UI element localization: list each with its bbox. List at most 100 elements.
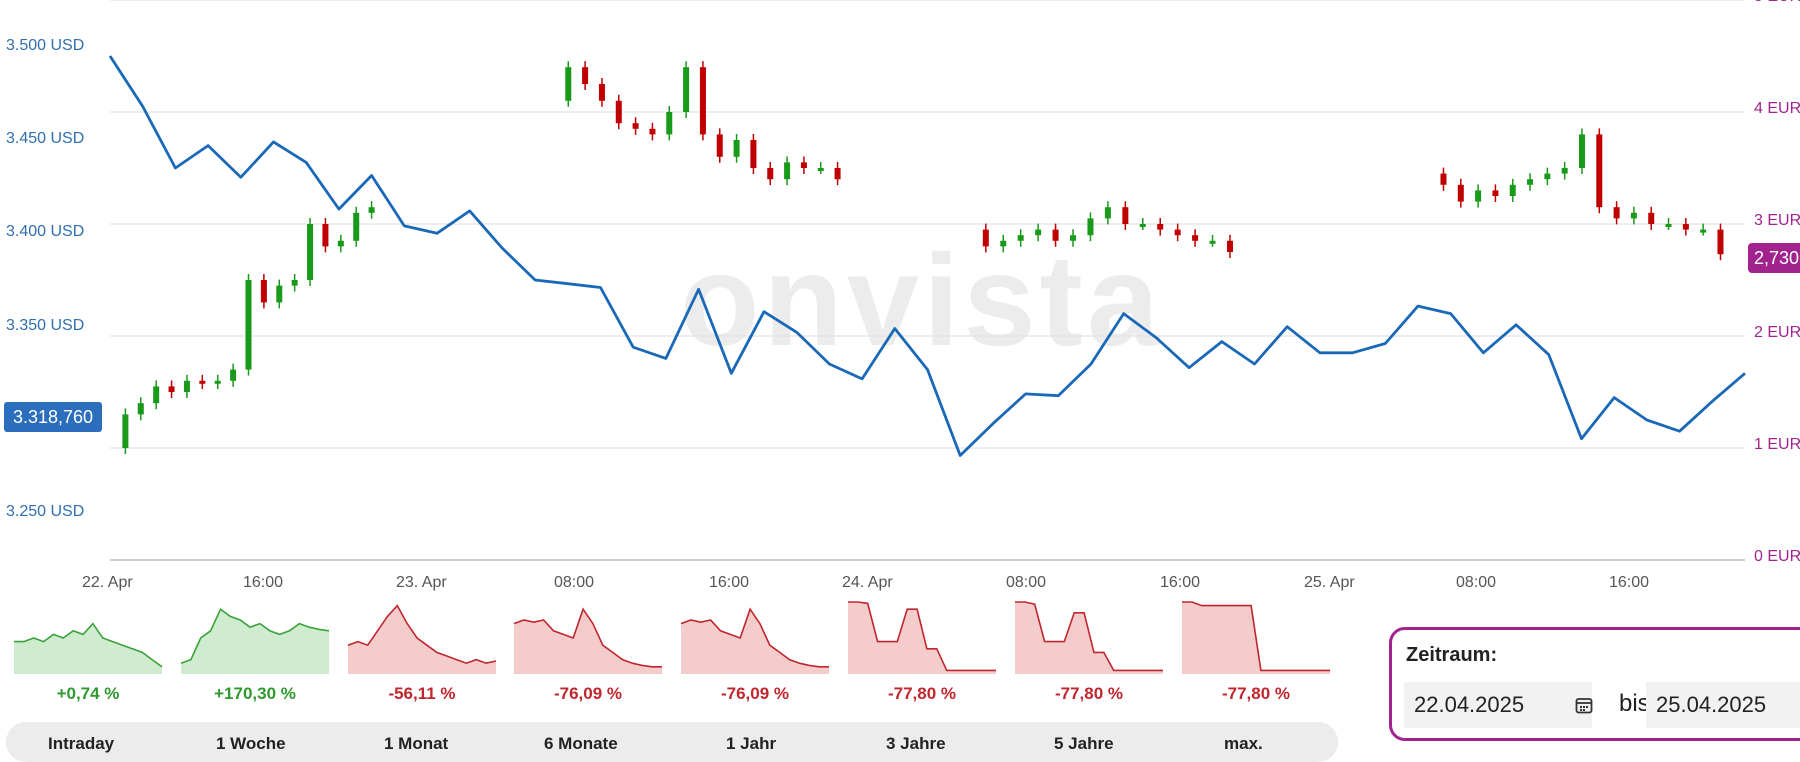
candle-body <box>1648 212 1655 224</box>
date-range-panel: Zeitraum: bis <box>1389 627 1800 741</box>
candle-body <box>1492 190 1499 196</box>
candle-body <box>1226 240 1233 252</box>
y-axis-left-label: 3.350 USD <box>6 316 85 334</box>
candle-body <box>1087 218 1094 236</box>
candle-body <box>1035 229 1042 236</box>
range-button[interactable]: Intraday <box>48 734 115 753</box>
candle-body <box>834 168 841 180</box>
sparkline-area <box>514 609 662 674</box>
sparkline-line <box>347 604 497 665</box>
range-sparkline[interactable]: -77,80 % <box>1013 600 1165 704</box>
candle-body <box>168 386 175 392</box>
range-sparkline[interactable]: -76,09 % <box>512 600 664 704</box>
candle-body <box>1174 229 1181 236</box>
x-axis-label: 16:00 <box>1609 574 1650 591</box>
candle-body <box>122 414 129 448</box>
candle-body <box>699 67 706 135</box>
candle-body <box>683 67 690 112</box>
bis-label: bis <box>1619 690 1650 717</box>
candle-body <box>337 240 344 247</box>
date-from-input[interactable] <box>1404 682 1592 728</box>
candle-body <box>1613 207 1620 219</box>
candle-body <box>1070 235 1077 241</box>
range-button[interactable]: 6 Monate <box>544 734 618 753</box>
candle-body <box>716 134 723 157</box>
candle-body <box>214 380 221 384</box>
x-axis-label: 08:00 <box>554 574 595 591</box>
sparkline-change-label: -77,80 % <box>1221 684 1291 703</box>
candle-body <box>153 386 160 404</box>
y-axis-right-label: 0 EUR <box>1754 548 1800 565</box>
candle-body <box>1578 134 1585 168</box>
candle-body <box>784 162 791 180</box>
eur-last-price-badge: 2,730 <box>1748 243 1800 273</box>
candle-body <box>733 140 740 157</box>
range-button[interactable]: max. <box>1224 734 1263 753</box>
candle-body <box>307 224 314 280</box>
range-sparkline[interactable]: +0,74 % <box>12 600 164 704</box>
range-sparkline[interactable]: -77,80 % <box>1180 600 1332 704</box>
candle-body <box>1665 224 1672 227</box>
range-selector: Intraday 1 Woche 1 Monat 6 Monate 1 Jahr 3 Ja… <box>6 722 1338 762</box>
candle-body <box>1192 235 1199 241</box>
candle-body <box>137 403 144 415</box>
sparkline-change-label: -76,09 % <box>553 684 623 703</box>
sparkline-area <box>848 602 996 674</box>
sparkline-area <box>181 609 329 674</box>
y-axis-right-label: 5 EUR <box>1754 0 1800 6</box>
sparkline-area <box>681 609 829 674</box>
sparkline-line <box>14 622 163 668</box>
candle-body <box>1104 207 1111 219</box>
y-axis-left-label: 3.400 USD <box>6 223 85 241</box>
sparkline-change-label: -77,80 % <box>887 684 957 703</box>
range-button[interactable]: 3 Jahre <box>886 734 946 753</box>
y-axis-right-label: 3 EUR <box>1754 212 1800 229</box>
range-button[interactable]: 5 Jahre <box>1054 734 1114 753</box>
sparkline-line <box>513 607 662 668</box>
candle-body <box>1544 173 1551 180</box>
candle-body <box>582 67 589 84</box>
candle-body <box>353 212 360 241</box>
candle-body <box>1052 229 1059 241</box>
calendar-icon[interactable] <box>1575 696 1593 714</box>
candle-body <box>1630 212 1637 219</box>
candle-body <box>1440 173 1447 185</box>
range-sparkline[interactable]: -76,09 % <box>679 600 831 704</box>
candle-body <box>245 280 252 370</box>
candle-body <box>632 123 639 129</box>
candle-body <box>1475 190 1482 202</box>
sparkline-line <box>1182 601 1330 672</box>
date-range-title: Zeitraum: <box>1406 644 1498 666</box>
candle-body <box>291 280 298 286</box>
candle-body <box>1209 240 1216 244</box>
range-sparkline[interactable]: -56,11 % <box>346 600 498 704</box>
candle-body <box>615 100 622 124</box>
y-axis-right-label: 4 EUR <box>1754 100 1800 117</box>
x-axis-label: 24. Apr <box>842 574 893 591</box>
sparkline-line <box>1015 601 1163 672</box>
candle-body <box>982 229 989 247</box>
candle-body <box>322 224 329 247</box>
y-axis-left-label: 3.250 USD <box>6 503 85 521</box>
x-axis-label: 08:00 <box>1456 574 1497 591</box>
candle-body <box>199 380 206 384</box>
sparkline-change-label: -76,09 % <box>720 684 790 703</box>
range-button[interactable]: 1 Jahr <box>726 734 777 753</box>
x-axis-label: 08:00 <box>1006 574 1047 591</box>
candle-body <box>1596 134 1603 208</box>
candle-body <box>1457 184 1464 202</box>
candle-body <box>649 128 656 135</box>
sparkline-line <box>680 607 829 668</box>
usd-price-line <box>108 55 1746 457</box>
range-button[interactable]: 1 Woche <box>216 734 286 753</box>
candle-body <box>598 84 605 101</box>
range-sparkline[interactable]: -77,80 % <box>846 600 998 704</box>
y-axis-left-label: 3.450 USD <box>6 130 85 147</box>
range-sparkline[interactable]: +170,30 % <box>179 600 331 704</box>
date-to-input[interactable] <box>1646 682 1800 728</box>
candle-body <box>565 67 572 101</box>
x-axis-label: 23. Apr <box>396 574 447 591</box>
price-chart <box>108 0 1746 561</box>
range-button[interactable]: 1 Monat <box>384 734 449 753</box>
candle-body <box>817 168 824 171</box>
